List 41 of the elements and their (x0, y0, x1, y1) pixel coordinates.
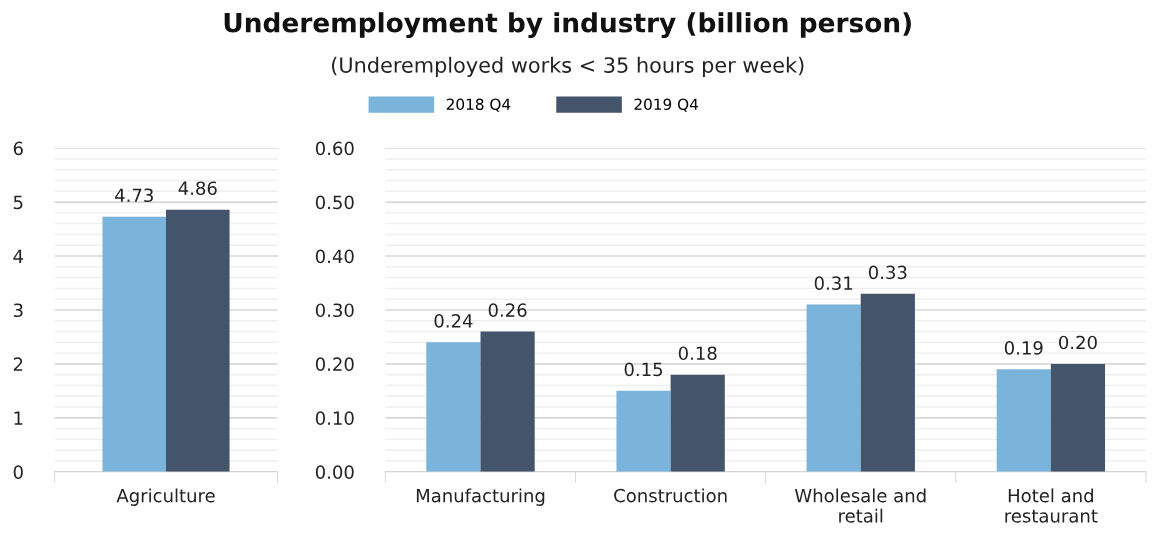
y-tick-label: 0 (13, 465, 23, 479)
y-tick-label: 0.20 (315, 357, 354, 372)
data-label: 0.19 (1004, 341, 1043, 355)
bar (426, 342, 481, 472)
bar (1050, 363, 1106, 472)
x-tick-label: Manufacturing (416, 488, 545, 506)
bar (860, 293, 915, 472)
y-tick-label: 1 (14, 411, 23, 425)
y-tick-label: 6 (13, 141, 23, 156)
y-tick-label: 0.60 (315, 141, 354, 156)
bar (806, 304, 861, 472)
data-label: 0.18 (678, 346, 717, 361)
x-tick-label: Hotel and restaurant (1005, 488, 1098, 523)
data-label: 0.33 (868, 265, 907, 280)
data-label: 0.26 (488, 303, 527, 317)
y-tick-label: 0.40 (315, 249, 354, 264)
legend-label: 2019 Q4 (634, 98, 698, 112)
y-tick-label: 0.50 (315, 195, 354, 210)
bar (616, 390, 671, 472)
y-tick-label: 0.10 (315, 411, 354, 425)
y-tick-label: 4 (13, 249, 23, 263)
data-label: 0.20 (1059, 335, 1097, 350)
x-tick-label: Agriculture (116, 488, 215, 506)
chart-subtitle: (Underemployed works < 35 hours per week) (332, 56, 804, 77)
y-tick-label: 0.00 (315, 465, 354, 479)
data-label: 4.73 (115, 188, 153, 203)
x-tick-label: Construction (614, 488, 727, 503)
legend-label: 2018 Q4 (446, 98, 511, 112)
y-tick-label: 2 (13, 357, 23, 371)
x-tick-label: Wholesale and retail (794, 488, 926, 523)
bar (670, 374, 725, 472)
data-label: 0.31 (814, 276, 853, 290)
y-tick-label: 5 (13, 195, 23, 210)
data-label: 4.86 (178, 181, 217, 196)
bar (480, 331, 535, 472)
bar (996, 369, 1051, 472)
data-label: 0.15 (624, 362, 663, 377)
y-tick-label: 0.30 (315, 303, 354, 318)
y-tick-label: 3 (13, 303, 23, 318)
data-label: 0.24 (434, 314, 473, 328)
chart-title: Underemployment by industry (billion person) (224, 12, 911, 38)
